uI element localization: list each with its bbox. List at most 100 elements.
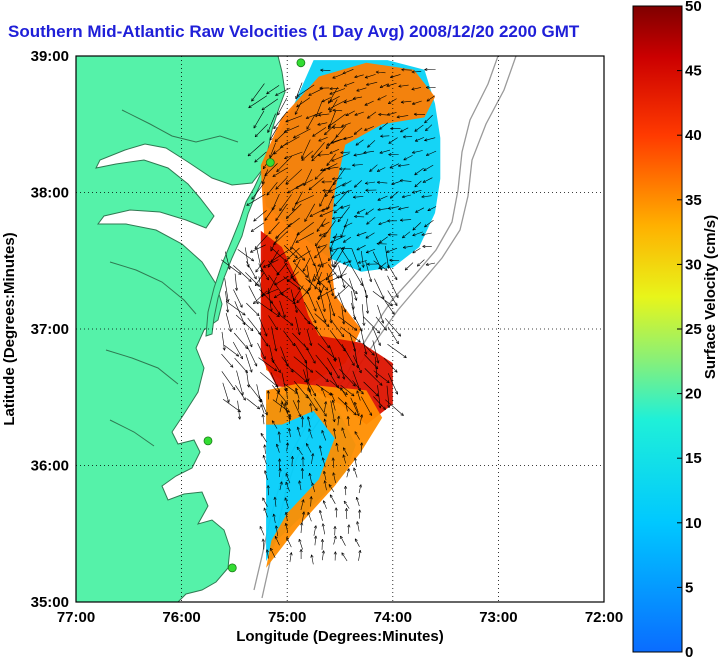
velocity-vector	[351, 302, 357, 320]
velocity-vector	[333, 205, 343, 214]
velocity-vector	[386, 247, 398, 253]
velocity-vector	[294, 100, 303, 115]
colorbar-tick-label: 40	[685, 127, 702, 144]
velocity-vector	[271, 326, 278, 352]
velocity-vector	[314, 327, 330, 349]
velocity-vector	[264, 163, 278, 177]
velocity-vector	[349, 332, 357, 352]
y-axis-label: Latitude (Degrees:Minutes)	[1, 232, 18, 425]
velocity-vector	[378, 221, 388, 226]
velocity-vector	[411, 87, 422, 91]
velocity-vector	[364, 74, 376, 79]
velocity-vector	[358, 550, 362, 561]
velocity-vector	[400, 218, 412, 222]
velocity-vector	[221, 371, 236, 391]
velocity-vector	[398, 84, 409, 88]
colorbar-label: Surface Velocity (cm/s)	[702, 215, 719, 379]
velocity-vector	[412, 248, 421, 254]
velocity-vector	[364, 354, 379, 370]
velocity-vector	[326, 272, 334, 297]
velocity-vector	[328, 86, 339, 104]
velocity-vector	[311, 453, 315, 465]
velocity-vector	[235, 385, 246, 401]
velocity-vector	[352, 96, 363, 100]
velocity-vector	[341, 246, 352, 250]
velocity-vector	[389, 258, 400, 262]
velocity-vector	[338, 357, 346, 380]
velocity-vector	[372, 251, 383, 271]
velocity-vector	[277, 431, 281, 443]
velocity-vector	[328, 182, 347, 193]
velocity-vector	[365, 208, 374, 215]
velocity-vector	[353, 342, 360, 369]
velocity-vector	[320, 68, 331, 72]
velocity-vector	[338, 265, 346, 288]
velocity-vector	[349, 278, 358, 301]
velocity-vector	[278, 458, 282, 470]
velocity-vector	[275, 204, 288, 222]
velocity-vector	[257, 342, 266, 360]
velocity-vector	[237, 400, 242, 420]
velocity-vector	[275, 222, 292, 239]
velocity-vector	[380, 134, 390, 138]
velocity-vector	[362, 342, 375, 356]
velocity-vector	[354, 111, 364, 116]
velocity-vector	[387, 219, 398, 223]
bay-shoreline	[105, 109, 239, 447]
velocity-vector	[322, 163, 338, 171]
velocity-vector	[318, 137, 328, 142]
velocity-vector	[261, 98, 279, 111]
velocity-vector	[374, 356, 379, 378]
velocity-vector	[300, 416, 304, 428]
velocity-vector	[365, 261, 373, 283]
velocity-vector	[356, 245, 366, 251]
colorbar-tick-label: 0	[685, 644, 693, 659]
velocity-vector	[388, 153, 399, 157]
velocity-vector	[333, 189, 349, 207]
velocity-vector	[333, 551, 337, 561]
x-tick-label: 72:00	[585, 609, 623, 626]
velocity-vector	[301, 456, 305, 467]
velocity-vector	[224, 278, 230, 303]
velocity-vector	[325, 136, 338, 149]
velocity-vector	[308, 428, 313, 439]
y-tick-label: 37:00	[31, 321, 69, 338]
velocity-vector	[284, 403, 289, 414]
velocity-vector	[262, 454, 267, 465]
x-tick-label: 74:00	[374, 609, 412, 626]
velocity-vector	[306, 289, 317, 312]
velocity-vector	[411, 70, 422, 74]
velocity-vector	[318, 445, 322, 456]
y-tick-label: 38:00	[31, 185, 69, 202]
velocity-vector	[327, 99, 348, 110]
velocity-vector	[379, 83, 389, 88]
x-axis-ticks: 77:00 76:00 75:00 74:00 73:00 72:00	[57, 609, 623, 626]
x-tick-label: 76:00	[162, 609, 200, 626]
velocity-vector	[386, 82, 397, 87]
velocity-vector	[365, 188, 377, 192]
velocity-vector	[342, 454, 346, 464]
velocity-vector	[341, 427, 346, 439]
velocity-vector	[425, 124, 433, 132]
velocity-vector	[287, 217, 300, 228]
velocity-vector	[363, 381, 379, 397]
velocity-vector	[337, 397, 357, 416]
velocity-vector	[424, 137, 436, 142]
velocity-vector	[354, 538, 360, 547]
velocity-vector	[396, 115, 409, 119]
velocity-vector	[313, 525, 317, 536]
x-tick-label: 73:00	[479, 609, 517, 626]
velocity-vector	[260, 433, 267, 443]
velocity-vector	[261, 538, 265, 550]
velocity-vector	[378, 113, 389, 117]
velocity-vector	[377, 304, 385, 324]
velocity-vector	[340, 535, 346, 546]
velocity-vector	[340, 277, 358, 295]
y-tick-label: 36:00	[31, 458, 69, 475]
velocity-vector	[259, 526, 265, 536]
velocity-vector	[379, 149, 391, 154]
velocity-vector	[294, 262, 309, 278]
velocity-vector	[387, 290, 398, 306]
velocity-vector	[221, 259, 242, 275]
velocity-vector	[318, 113, 330, 117]
